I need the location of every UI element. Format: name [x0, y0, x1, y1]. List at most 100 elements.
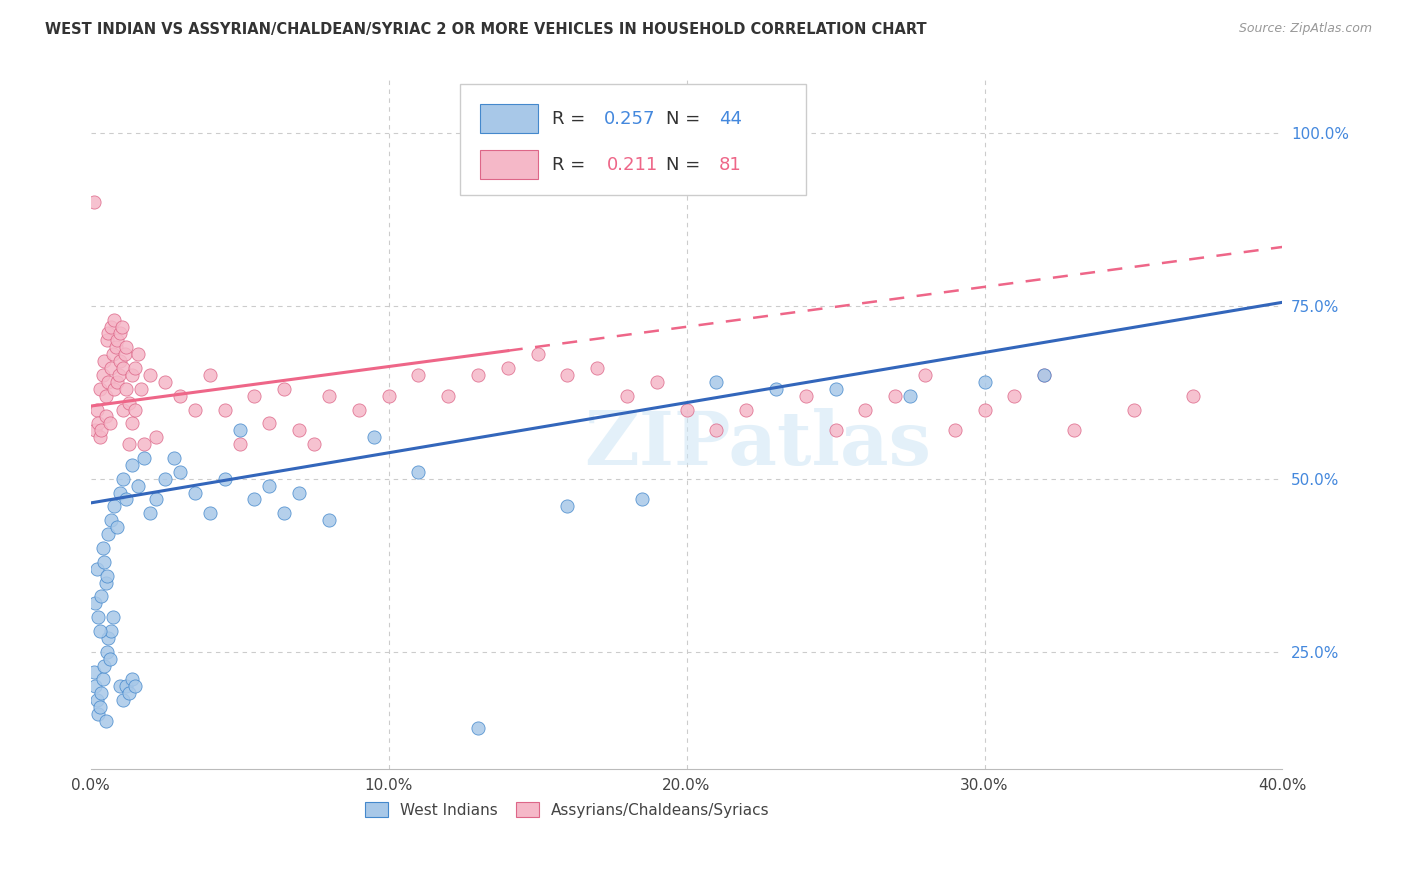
Point [557, 500, 579, 514]
Point [89, 700, 111, 714]
Point [214, 472, 236, 486]
Point [101, 610, 124, 624]
Point [83, 194, 105, 209]
Point [704, 375, 727, 389]
Point [124, 679, 146, 693]
Point [111, 319, 134, 334]
Point [198, 368, 221, 382]
Text: N =: N = [666, 110, 706, 128]
Point [163, 450, 186, 465]
Point [557, 368, 579, 382]
Point [103, 382, 125, 396]
Point [228, 437, 250, 451]
Point [127, 347, 149, 361]
Point [94, 409, 117, 424]
Point [765, 382, 787, 396]
Point [91, 368, 114, 382]
Text: N =: N = [666, 155, 706, 174]
Point [273, 382, 295, 396]
Point [1002, 389, 1025, 403]
Point [243, 389, 266, 403]
Point [91, 541, 114, 555]
Point [214, 402, 236, 417]
Point [112, 402, 135, 417]
Point [89, 382, 111, 396]
Point [153, 472, 176, 486]
Point [97, 527, 120, 541]
Point [94, 575, 117, 590]
Point [496, 361, 519, 376]
Text: Source: ZipAtlas.com: Source: ZipAtlas.com [1239, 22, 1372, 36]
Point [90, 590, 112, 604]
Point [107, 520, 129, 534]
Point [107, 375, 129, 389]
Point [302, 437, 325, 451]
Point [110, 485, 132, 500]
Point [884, 389, 907, 403]
Point [93, 354, 115, 368]
Point [115, 340, 138, 354]
Point [96, 334, 118, 348]
Point [408, 368, 430, 382]
Point [104, 340, 127, 354]
Point [96, 645, 118, 659]
Point [115, 679, 138, 693]
Text: 44: 44 [718, 110, 742, 128]
Point [98, 651, 121, 665]
Point [112, 693, 135, 707]
Point [675, 402, 697, 417]
Point [124, 361, 146, 376]
Text: 81: 81 [718, 155, 741, 174]
Point [115, 492, 138, 507]
FancyBboxPatch shape [481, 104, 537, 134]
Point [112, 361, 135, 376]
Point [198, 506, 221, 520]
Point [91, 673, 114, 687]
Point [121, 458, 143, 472]
Point [467, 721, 489, 735]
Point [408, 465, 430, 479]
Point [467, 368, 489, 382]
Point [127, 478, 149, 492]
Point [115, 382, 138, 396]
Point [273, 506, 295, 520]
Point [437, 389, 460, 403]
Point [1122, 402, 1144, 417]
Point [228, 423, 250, 437]
Point [973, 375, 995, 389]
Point [118, 437, 141, 451]
Point [347, 402, 370, 417]
Point [794, 389, 817, 403]
Point [97, 326, 120, 341]
Point [100, 361, 122, 376]
Text: ZIPatlas: ZIPatlas [585, 408, 932, 481]
Point [1063, 423, 1085, 437]
Point [243, 492, 266, 507]
Point [169, 389, 191, 403]
Point [103, 312, 125, 326]
Point [84, 423, 107, 437]
Point [377, 389, 399, 403]
Point [96, 568, 118, 582]
Point [616, 389, 638, 403]
Point [110, 326, 132, 341]
Point [84, 596, 107, 610]
Point [526, 347, 548, 361]
Point [87, 706, 110, 721]
Point [259, 478, 281, 492]
Point [86, 562, 108, 576]
Point [288, 423, 311, 437]
Point [86, 402, 108, 417]
Point [112, 472, 135, 486]
Point [586, 361, 609, 376]
Point [100, 513, 122, 527]
Point [184, 485, 207, 500]
Point [129, 382, 152, 396]
Point [318, 513, 340, 527]
Point [139, 368, 162, 382]
Point [824, 382, 846, 396]
Point [824, 423, 846, 437]
Point [943, 423, 966, 437]
Text: R =: R = [553, 110, 591, 128]
Point [1033, 368, 1056, 382]
